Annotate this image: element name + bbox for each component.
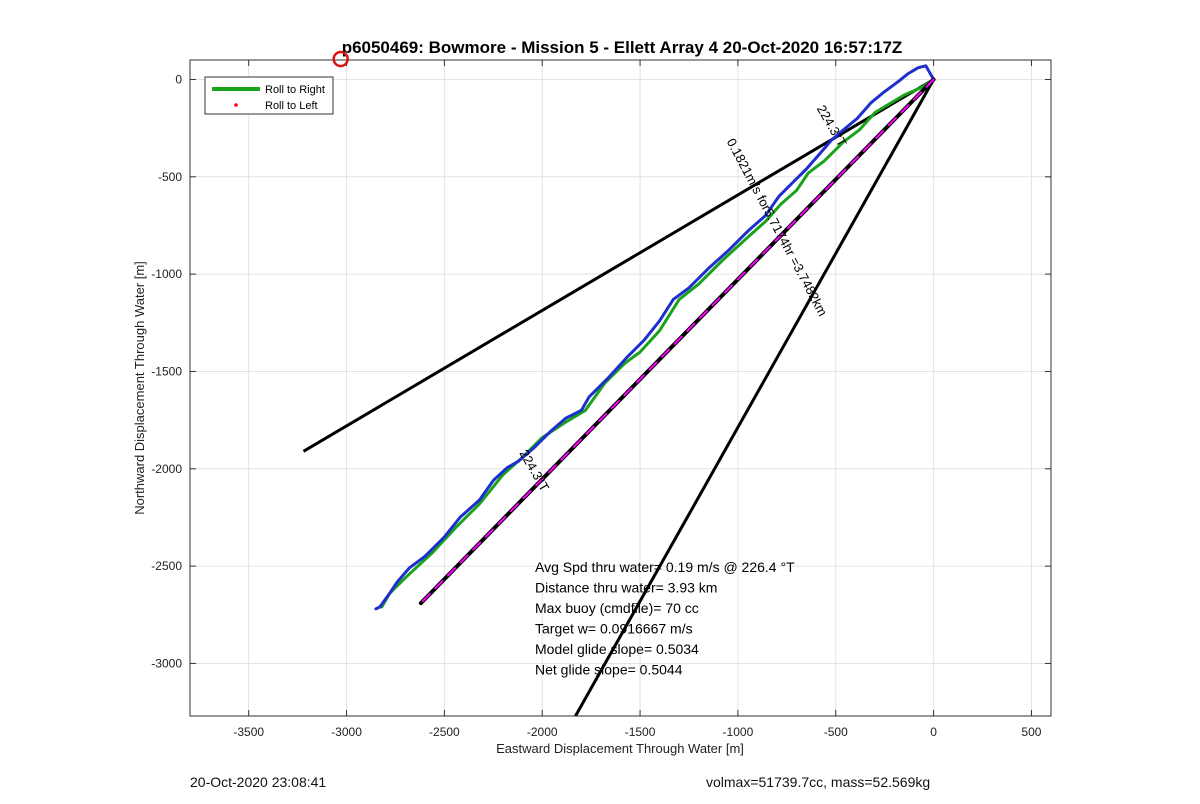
plot-area-frame <box>189 59 1052 717</box>
y-tick-label-5: -2500 <box>151 559 182 573</box>
grid <box>190 60 1051 716</box>
y-tick-label-4: -2000 <box>151 462 182 476</box>
footer-volume-mass: volmax=51739.7cc, mass=52.569kg <box>706 774 931 790</box>
stats-line-2: Max buoy (cmdfile)= 70 cc <box>535 600 699 616</box>
x-tick-label-1: -3000 <box>331 725 362 739</box>
y-tick-label-2: -1000 <box>151 267 182 281</box>
x-tick-label-7: 0 <box>930 725 937 739</box>
series-line-0 <box>380 78 936 609</box>
stats-line-0: Avg Spd thru water= 0.19 m/s @ 226.4 °T <box>535 559 795 575</box>
chart-title: p6050469: Bowmore - Mission 5 - Ellett A… <box>342 38 903 57</box>
x-tick-label-6: -500 <box>824 725 848 739</box>
y-tick-label-6: -3000 <box>151 656 182 670</box>
x-axis-label: Eastward Displacement Through Water [m] <box>496 741 744 756</box>
annotation-0: 224.3°T <box>814 102 850 149</box>
x-tick-label-4: -1500 <box>625 725 656 739</box>
x-tick-label-8: 500 <box>1021 725 1041 739</box>
series-line-1 <box>374 64 936 611</box>
reference-line-1 <box>574 78 935 717</box>
series-line-3 <box>419 78 935 605</box>
x-tick-label-3: -2000 <box>527 725 558 739</box>
legend-roll-left-swatch <box>234 103 238 107</box>
stats-line-4: Model glide slope= 0.5034 <box>535 641 699 657</box>
ticks: -3500 -3000 -2500 -2000 -1500 -1000 -500 0 500 0 -… <box>151 60 1051 739</box>
legend: Roll to Right Roll to Left <box>204 76 334 115</box>
stats-line-1: Distance thru water= 3.93 km <box>535 580 717 596</box>
y-axis-label: Northward Displacement Through Water [m] <box>132 261 147 515</box>
legend-roll-left-label: Roll to Left <box>265 100 318 112</box>
x-tick-label-5: -1000 <box>723 725 754 739</box>
annotation-1: 0.1821m/s for5.7174hr =3.7482km <box>724 136 831 319</box>
y-tick-label-3: -1500 <box>151 364 182 378</box>
y-tick-label-0: 0 <box>175 72 182 86</box>
stats-line-3: Target w= 0.0916667 m/s <box>535 621 693 637</box>
footer-timestamp: 20-Oct-2020 23:08:41 <box>190 774 327 790</box>
legend-roll-right-label: Roll to Right <box>265 84 325 96</box>
y-tick-label-1: -500 <box>158 170 182 184</box>
x-tick-label-2: -2500 <box>429 725 460 739</box>
position-marker-icon <box>332 50 349 68</box>
stats-block: Avg Spd thru water= 0.19 m/s @ 226.4 °T D… <box>535 559 795 678</box>
legend-box <box>204 76 334 115</box>
x-tick-label-0: -3500 <box>233 725 264 739</box>
stats-line-5: Net glide slope= 0.5044 <box>535 662 683 678</box>
series-group <box>374 64 936 611</box>
